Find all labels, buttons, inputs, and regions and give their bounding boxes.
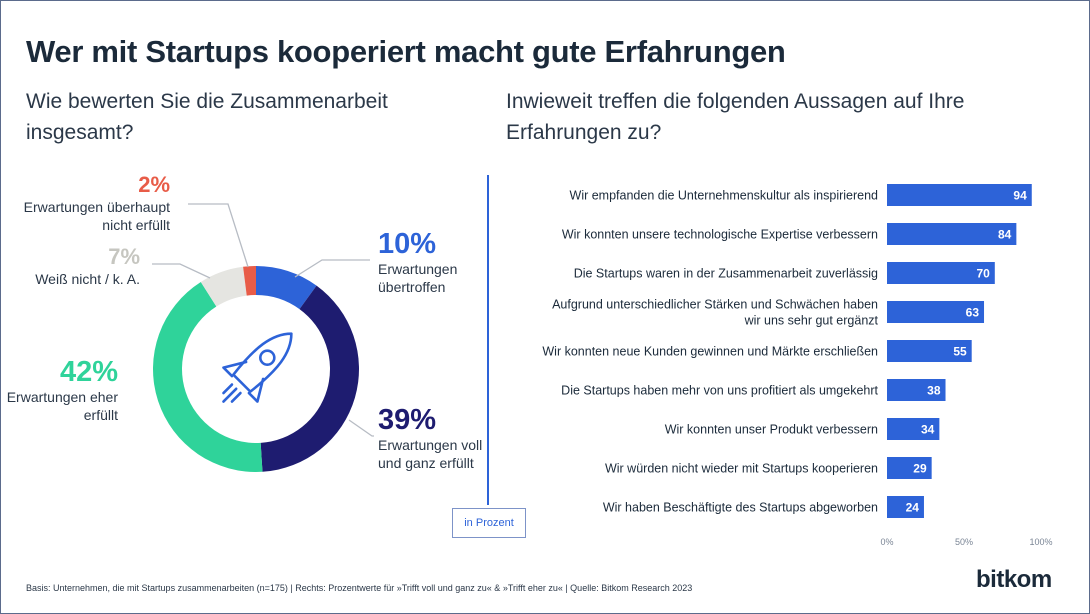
donut-slice-39: [260, 285, 359, 472]
slice-label-exceeded: 10% Erwartungen übertroffen: [378, 228, 488, 296]
slice-text-fully-met: Erwartungen voll und ganz erfüllt: [378, 437, 483, 471]
bar-value-5: 55: [953, 345, 967, 359]
leader-line-7: [152, 263, 211, 279]
slice-pct-rather-met: 42%: [59, 356, 118, 388]
donut-slice-42: [153, 282, 263, 472]
bar-1: [887, 184, 1032, 206]
bitkom-logo: bitkom: [976, 566, 1052, 593]
slice-label-not-met: 2% Erwartungen überhaupt nicht erfüllt: [0, 172, 170, 234]
bar-value-1: 94: [1013, 189, 1027, 203]
bar-label-7: Wir konnten unser Produkt verbessern: [665, 423, 878, 437]
divider: [487, 175, 489, 505]
slice-text-not-met: Erwartungen überhaupt nicht erfüllt: [23, 199, 170, 233]
bar-3: [887, 262, 995, 284]
bar-label-8: Wir würden nicht wieder mit Startups koo…: [605, 462, 878, 476]
unit-note: in Prozent: [452, 508, 526, 538]
bar-value-2: 84: [998, 228, 1012, 242]
rocket-icon: [222, 332, 293, 403]
donut-chart: [152, 203, 374, 472]
donut-slice-7: [200, 266, 247, 307]
bar-value-7: 34: [921, 423, 935, 437]
bar-chart: 94 Wir empfanden die Unternehmenskultur a…: [542, 184, 1053, 547]
bar-label-4-line-2: wir uns sehr gut ergänzt: [744, 314, 879, 328]
donut-slice-10: [256, 266, 317, 310]
bar-6: [887, 379, 946, 401]
slice-pct-exceeded: 10%: [378, 228, 437, 260]
bar-7: [887, 418, 940, 440]
bar-8: [887, 457, 932, 479]
x-tick-1: 0%: [880, 537, 893, 547]
bar-value-9: 24: [906, 501, 920, 515]
leader-line-39: [348, 419, 374, 437]
bar-label-9: Wir haben Beschäftigte des Startups abge…: [603, 501, 878, 515]
bar-9: [887, 496, 924, 518]
right-question: Inwieweit treffen die folgenden Aussagen…: [506, 90, 965, 144]
bar-4: [887, 301, 985, 323]
bar-value-8: 29: [913, 462, 927, 476]
slice-pct-fully-met: 39%: [378, 404, 437, 436]
leader-line-10: [294, 259, 370, 278]
x-tick-2: 50%: [955, 537, 973, 547]
bar-label-4-line-1: Aufgrund unterschiedlicher Stärken und S…: [552, 298, 878, 312]
bar-value-4: 63: [966, 306, 980, 320]
x-tick-3: 100%: [1029, 537, 1052, 547]
slice-label-dont-know: 7% Weiß nicht / k. A.: [0, 244, 140, 288]
bar-label-2: Wir konnten unsere technologische Expert…: [562, 228, 878, 242]
bar-value-3: 70: [976, 267, 990, 281]
bar-label-6: Die Startups haben mehr von uns profitie…: [561, 384, 878, 398]
bar-5: [887, 340, 972, 362]
slice-text-dont-know: Weiß nicht / k. A.: [35, 271, 140, 287]
slice-label-rather-met: 42% Erwartungen eher erfüllt: [0, 356, 118, 424]
slice-text-exceeded: Erwartungen übertroffen: [378, 261, 458, 295]
donut-slice-2: [243, 266, 256, 296]
bar-label-5: Wir konnten neue Kunden gewinnen und Mär…: [542, 345, 878, 359]
left-question: Wie bewerten Sie die Zusammenarbeit insg…: [26, 90, 388, 144]
footnote: Basis: Unternehmen, die mit Startups zus…: [26, 583, 693, 593]
page-title: Wer mit Startups kooperiert macht gute E…: [26, 34, 786, 69]
bar-value-6: 38: [927, 384, 941, 398]
bar-2: [887, 223, 1017, 245]
leader-line-2: [188, 203, 249, 268]
slice-pct-dont-know: 7%: [108, 244, 140, 269]
slice-text-rather-met: Erwartungen eher erfüllt: [6, 389, 118, 423]
bar-label-3: Die Startups waren in der Zusammenarbeit…: [574, 267, 878, 281]
slice-label-fully-met: 39% Erwartungen voll und ganz erfüllt: [378, 404, 488, 472]
bar-label-1: Wir empfanden die Unternehmenskultur als…: [570, 189, 879, 203]
slice-pct-not-met: 2%: [138, 172, 170, 197]
